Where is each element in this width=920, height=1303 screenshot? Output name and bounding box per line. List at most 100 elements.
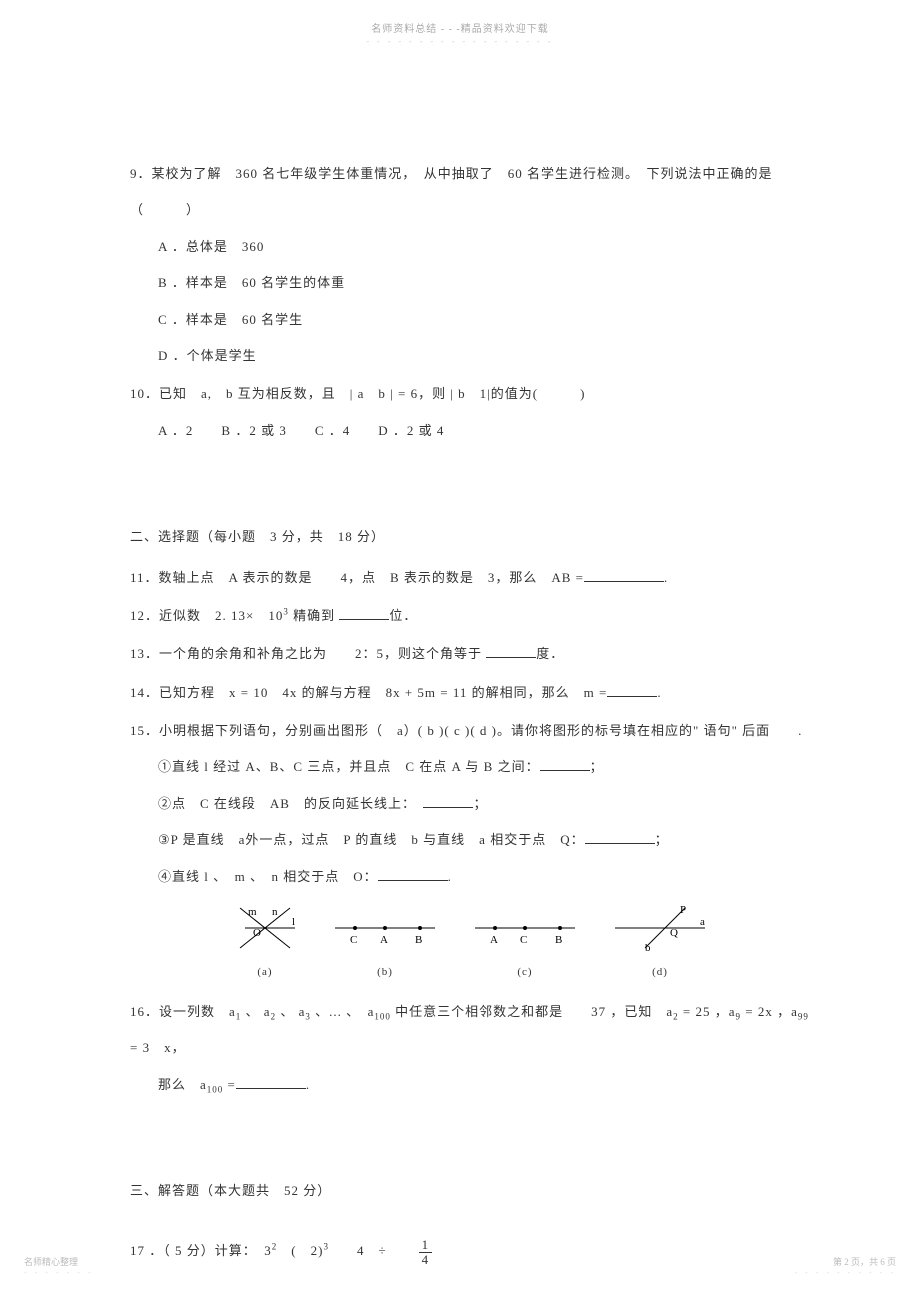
question-10: 10．已知 a, b 互为相反数，且 | a b | = 6，则 | b 1|的… — [130, 376, 810, 449]
q16-line2: 那么 a100 =. — [130, 1067, 810, 1103]
q12-pre: 12．近似数 2. 13× 10 — [130, 608, 283, 623]
q9-stem: 9．某校为了解 360 名七年级学生体重情况， 从中抽取了 60 名学生进行检测… — [130, 156, 810, 229]
q17-mid2: 4 ÷ — [329, 1243, 415, 1258]
svg-text:Q: Q — [670, 927, 679, 939]
svg-text:B: B — [555, 934, 563, 946]
q17-mid1: ( 2) — [277, 1243, 323, 1258]
svg-text:A: A — [380, 934, 389, 946]
q16-s100: 100 — [374, 1011, 391, 1021]
q16-eq3: = 3 x， — [130, 1040, 186, 1055]
q16-t1: 、 a — [241, 1004, 270, 1019]
figure-d: P Q a b (d) — [610, 903, 710, 988]
footer-right-dots: - - - - - - - - - - — [794, 1268, 896, 1277]
q9-opt-b: B ．样本是 60 名学生的体重 — [130, 265, 810, 301]
figure-c: A C B (c) — [470, 903, 580, 988]
footer-left-text: 名师精心整理 — [24, 1255, 94, 1268]
question-13: 13．一个角的余角和补角之比为 2：5，则这个角等于 度． — [130, 636, 810, 672]
section-2-title: 二、选择题（每小题 3 分，共 18 分） — [130, 519, 810, 555]
figure-b: C A B (b) — [330, 903, 440, 988]
svg-text:C: C — [350, 934, 358, 946]
q14-blank — [607, 684, 657, 697]
svg-text:b: b — [645, 942, 652, 953]
question-11: 11．数轴上点 A 表示的数是 4，点 B 表示的数是 3，那么 AB =. — [130, 560, 810, 596]
figure-d-icon: P Q a b — [610, 903, 710, 953]
page-content: 9．某校为了解 360 名七年级学生体重情况， 从中抽取了 60 名学生进行检测… — [0, 46, 920, 1270]
q17-pre: 17 ．（ 5 分）计算： 3 — [130, 1243, 272, 1258]
question-12: 12．近似数 2. 13× 103 精确到 位． — [130, 598, 810, 634]
svg-text:a: a — [700, 916, 706, 928]
svg-text:n: n — [272, 906, 279, 918]
svg-text:C: C — [520, 934, 528, 946]
svg-text:O: O — [253, 927, 262, 939]
figure-c-label: (c) — [470, 957, 580, 988]
q16-l2-eq: = — [223, 1077, 236, 1092]
q16-l2-pre: 那么 a — [158, 1077, 207, 1092]
figure-a-label: (a) — [230, 957, 300, 988]
q17-frac-num: 1 — [419, 1238, 433, 1253]
q16-eq2: = 2x ，a — [741, 1004, 798, 1019]
footer-left: 名师精心整理 - - - - - - - — [24, 1255, 94, 1277]
q12-mid: 精确到 — [289, 608, 340, 623]
q10-opts: A ．2 B ．2 或 3 C ．4 D ．2 或 4 — [130, 413, 810, 449]
q15-i1-post: ； — [590, 759, 604, 774]
footer-right: 第 2 页，共 6 页 - - - - - - - - - - — [794, 1255, 896, 1277]
q11-post: . — [664, 570, 668, 585]
svg-text:B: B — [415, 934, 423, 946]
q9-opt-d: D ．个体是学生 — [130, 338, 810, 374]
q15-figures: m n l O (a) C A B (b) — [130, 903, 810, 988]
q16-line1: 16．设一列数 a1 、 a2 、 a3 、... 、 a100 中任意三个相邻… — [130, 994, 810, 1067]
svg-text:A: A — [490, 934, 499, 946]
q13-post: 度． — [536, 646, 564, 661]
q13-pre: 13．一个角的余角和补角之比为 2：5，则这个角等于 — [130, 646, 486, 661]
q15-stem: 15．小明根据下列语句，分别画出图形（ a）( b )( c )( d )。请你… — [130, 713, 810, 749]
fraction-icon: 14 — [419, 1238, 433, 1268]
q15-item-1: ①直线 l 经过 A、B、C 三点，并且点 C 在点 A 与 B 之间： ； — [130, 749, 810, 785]
q15-i2-post: ； — [473, 796, 487, 811]
q15-i1-blank — [540, 758, 590, 771]
q16-sa100: 100 — [207, 1084, 224, 1094]
q11-blank — [584, 569, 664, 582]
q16-eq1: = 25 ，a — [679, 1004, 736, 1019]
q16-blank — [236, 1076, 306, 1089]
figure-a: m n l O (a) — [230, 903, 300, 988]
question-14: 14．已知方程 x = 10 4x 的解与方程 8x + 5m = 11 的解相… — [130, 675, 810, 711]
question-9: 9．某校为了解 360 名七年级学生体重情况， 从中抽取了 60 名学生进行检测… — [130, 156, 810, 374]
q15-item-3: ③P 是直线 a外一点，过点 P 的直线 b 与直线 a 相交于点 Q： ； — [130, 822, 810, 858]
q9-opt-a: A ．总体是 360 — [130, 229, 810, 265]
figure-a-icon: m n l O — [230, 903, 300, 953]
q9-opt-c: C ．样本是 60 名学生 — [130, 302, 810, 338]
q15-i4-blank — [378, 868, 448, 881]
q15-i4-pre: ④直线 l 、 m 、 n 相交于点 O： — [158, 869, 378, 884]
figure-b-label: (b) — [330, 957, 440, 988]
q15-i2-blank — [423, 795, 473, 808]
figure-c-icon: A C B — [470, 903, 580, 953]
q17-frac-den: 4 — [419, 1253, 433, 1267]
question-15: 15．小明根据下列语句，分别画出图形（ a）( b )( c )( d )。请你… — [130, 713, 810, 988]
svg-text:l: l — [292, 916, 296, 928]
footer-left-dots: - - - - - - - — [24, 1268, 94, 1277]
q15-i3-blank — [585, 831, 655, 844]
header-text: 名师资料总结 - - -精品资料欢迎下载 — [0, 20, 920, 35]
q14-post: . — [657, 685, 661, 700]
question-16: 16．设一列数 a1 、 a2 、 a3 、... 、 a100 中任意三个相邻… — [130, 994, 810, 1103]
q15-i2-pre: ②点 C 在线段 AB 的反向延长线上： — [158, 796, 423, 811]
q15-item-2: ②点 C 在线段 AB 的反向延长线上： ； — [130, 786, 810, 822]
q16-sa99: 99 — [798, 1011, 809, 1021]
svg-text:P: P — [680, 904, 687, 916]
q11-pre: 11．数轴上点 A 表示的数是 4，点 B 表示的数是 3，那么 AB = — [130, 570, 584, 585]
q15-i4-post: . — [448, 869, 452, 884]
q13-blank — [486, 645, 536, 658]
q16-mid: 中任意三个相邻数之和都是 37 ，已知 a — [391, 1004, 673, 1019]
q16-t2: 、 a — [276, 1004, 305, 1019]
q16-post: . — [306, 1077, 310, 1092]
q16-t3: 、... 、 a — [311, 1004, 375, 1019]
q10-stem: 10．已知 a, b 互为相反数，且 | a b | = 6，则 | b 1|的… — [130, 376, 810, 412]
q14-pre: 14．已知方程 x = 10 4x 的解与方程 8x + 5m = 11 的解相… — [130, 685, 607, 700]
header-dots: - - - - - - - - - - - - - - - - - - — [0, 37, 920, 46]
footer-right-text: 第 2 页，共 6 页 — [794, 1255, 896, 1268]
q12-blank — [339, 607, 389, 620]
q12-post: 位． — [389, 608, 417, 623]
q15-i3-pre: ③P 是直线 a外一点，过点 P 的直线 b 与直线 a 相交于点 Q： — [158, 832, 585, 847]
q15-i3-post: ； — [655, 832, 669, 847]
q15-i1-pre: ①直线 l 经过 A、B、C 三点，并且点 C 在点 A 与 B 之间： — [158, 759, 540, 774]
